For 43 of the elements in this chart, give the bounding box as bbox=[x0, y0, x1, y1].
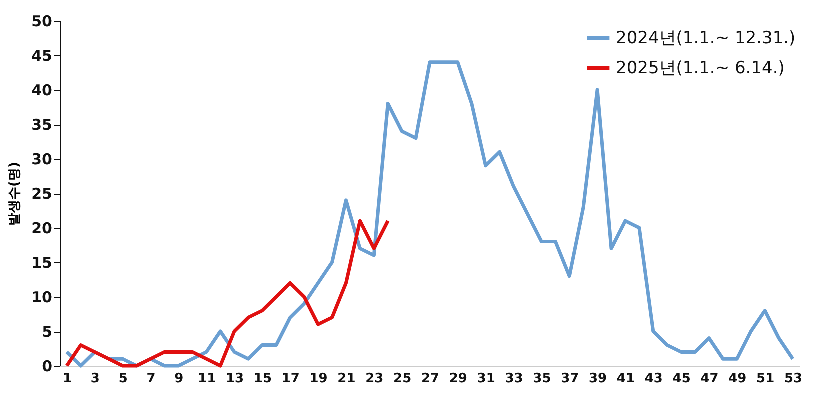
x-tick-label: 29 bbox=[449, 372, 468, 386]
x-tick-label: 49 bbox=[728, 372, 747, 386]
line-series bbox=[65, 60, 795, 368]
x-tick-label: 33 bbox=[505, 372, 524, 386]
x-tick-label: 3 bbox=[90, 372, 100, 386]
x-tick-label: 41 bbox=[616, 372, 636, 386]
x-tick-label: 25 bbox=[394, 372, 412, 386]
x-tick-label: 15 bbox=[254, 372, 272, 386]
x-tick-label: 37 bbox=[561, 372, 580, 386]
x-tick-label: 7 bbox=[146, 372, 156, 386]
x-tick-label: 53 bbox=[784, 372, 803, 386]
y-tick-label: 35 bbox=[32, 116, 52, 134]
y-axis-title: 발생수(명) bbox=[8, 162, 23, 226]
legend-label: 2024년(1.1.~ 12.31.) bbox=[616, 28, 796, 48]
x-tick-label: 1 bbox=[62, 372, 72, 386]
y-tick-label: 0 bbox=[42, 358, 52, 376]
x-tick-label: 5 bbox=[118, 372, 128, 386]
x-tick-label: 19 bbox=[310, 372, 328, 386]
x-tick-label: 31 bbox=[477, 372, 496, 386]
legend-label: 2025년(1.1.~ 6.14.) bbox=[616, 58, 785, 78]
x-tick-label: 51 bbox=[756, 372, 775, 386]
x-tick-label: 35 bbox=[533, 372, 552, 386]
x-tick-label: 13 bbox=[226, 372, 244, 386]
x-tick-label: 17 bbox=[282, 372, 300, 386]
x-tick-label: 43 bbox=[644, 372, 663, 386]
x-tick-label: 27 bbox=[421, 372, 440, 386]
y-tick-label: 25 bbox=[32, 185, 52, 203]
x-tick-label: 39 bbox=[589, 372, 608, 386]
x-tick-label: 47 bbox=[700, 372, 719, 386]
x-tick-label: 11 bbox=[198, 372, 216, 386]
x-tick-label: 23 bbox=[366, 372, 384, 386]
x-tick-label: 21 bbox=[338, 372, 356, 386]
y-tick-label: 50 bbox=[32, 12, 52, 30]
y-tick-label: 20 bbox=[32, 220, 52, 238]
x-tick-label: 45 bbox=[672, 372, 691, 386]
y-tick-label: 40 bbox=[32, 82, 52, 100]
y-tick-label: 30 bbox=[32, 150, 52, 168]
x-tick-label: 9 bbox=[174, 372, 184, 386]
y-tick-label: 45 bbox=[32, 47, 52, 65]
y-tick-label: 10 bbox=[32, 288, 52, 306]
line-series bbox=[65, 219, 390, 368]
y-tick-label: 5 bbox=[42, 323, 52, 341]
y-tick-label: 15 bbox=[32, 254, 52, 272]
